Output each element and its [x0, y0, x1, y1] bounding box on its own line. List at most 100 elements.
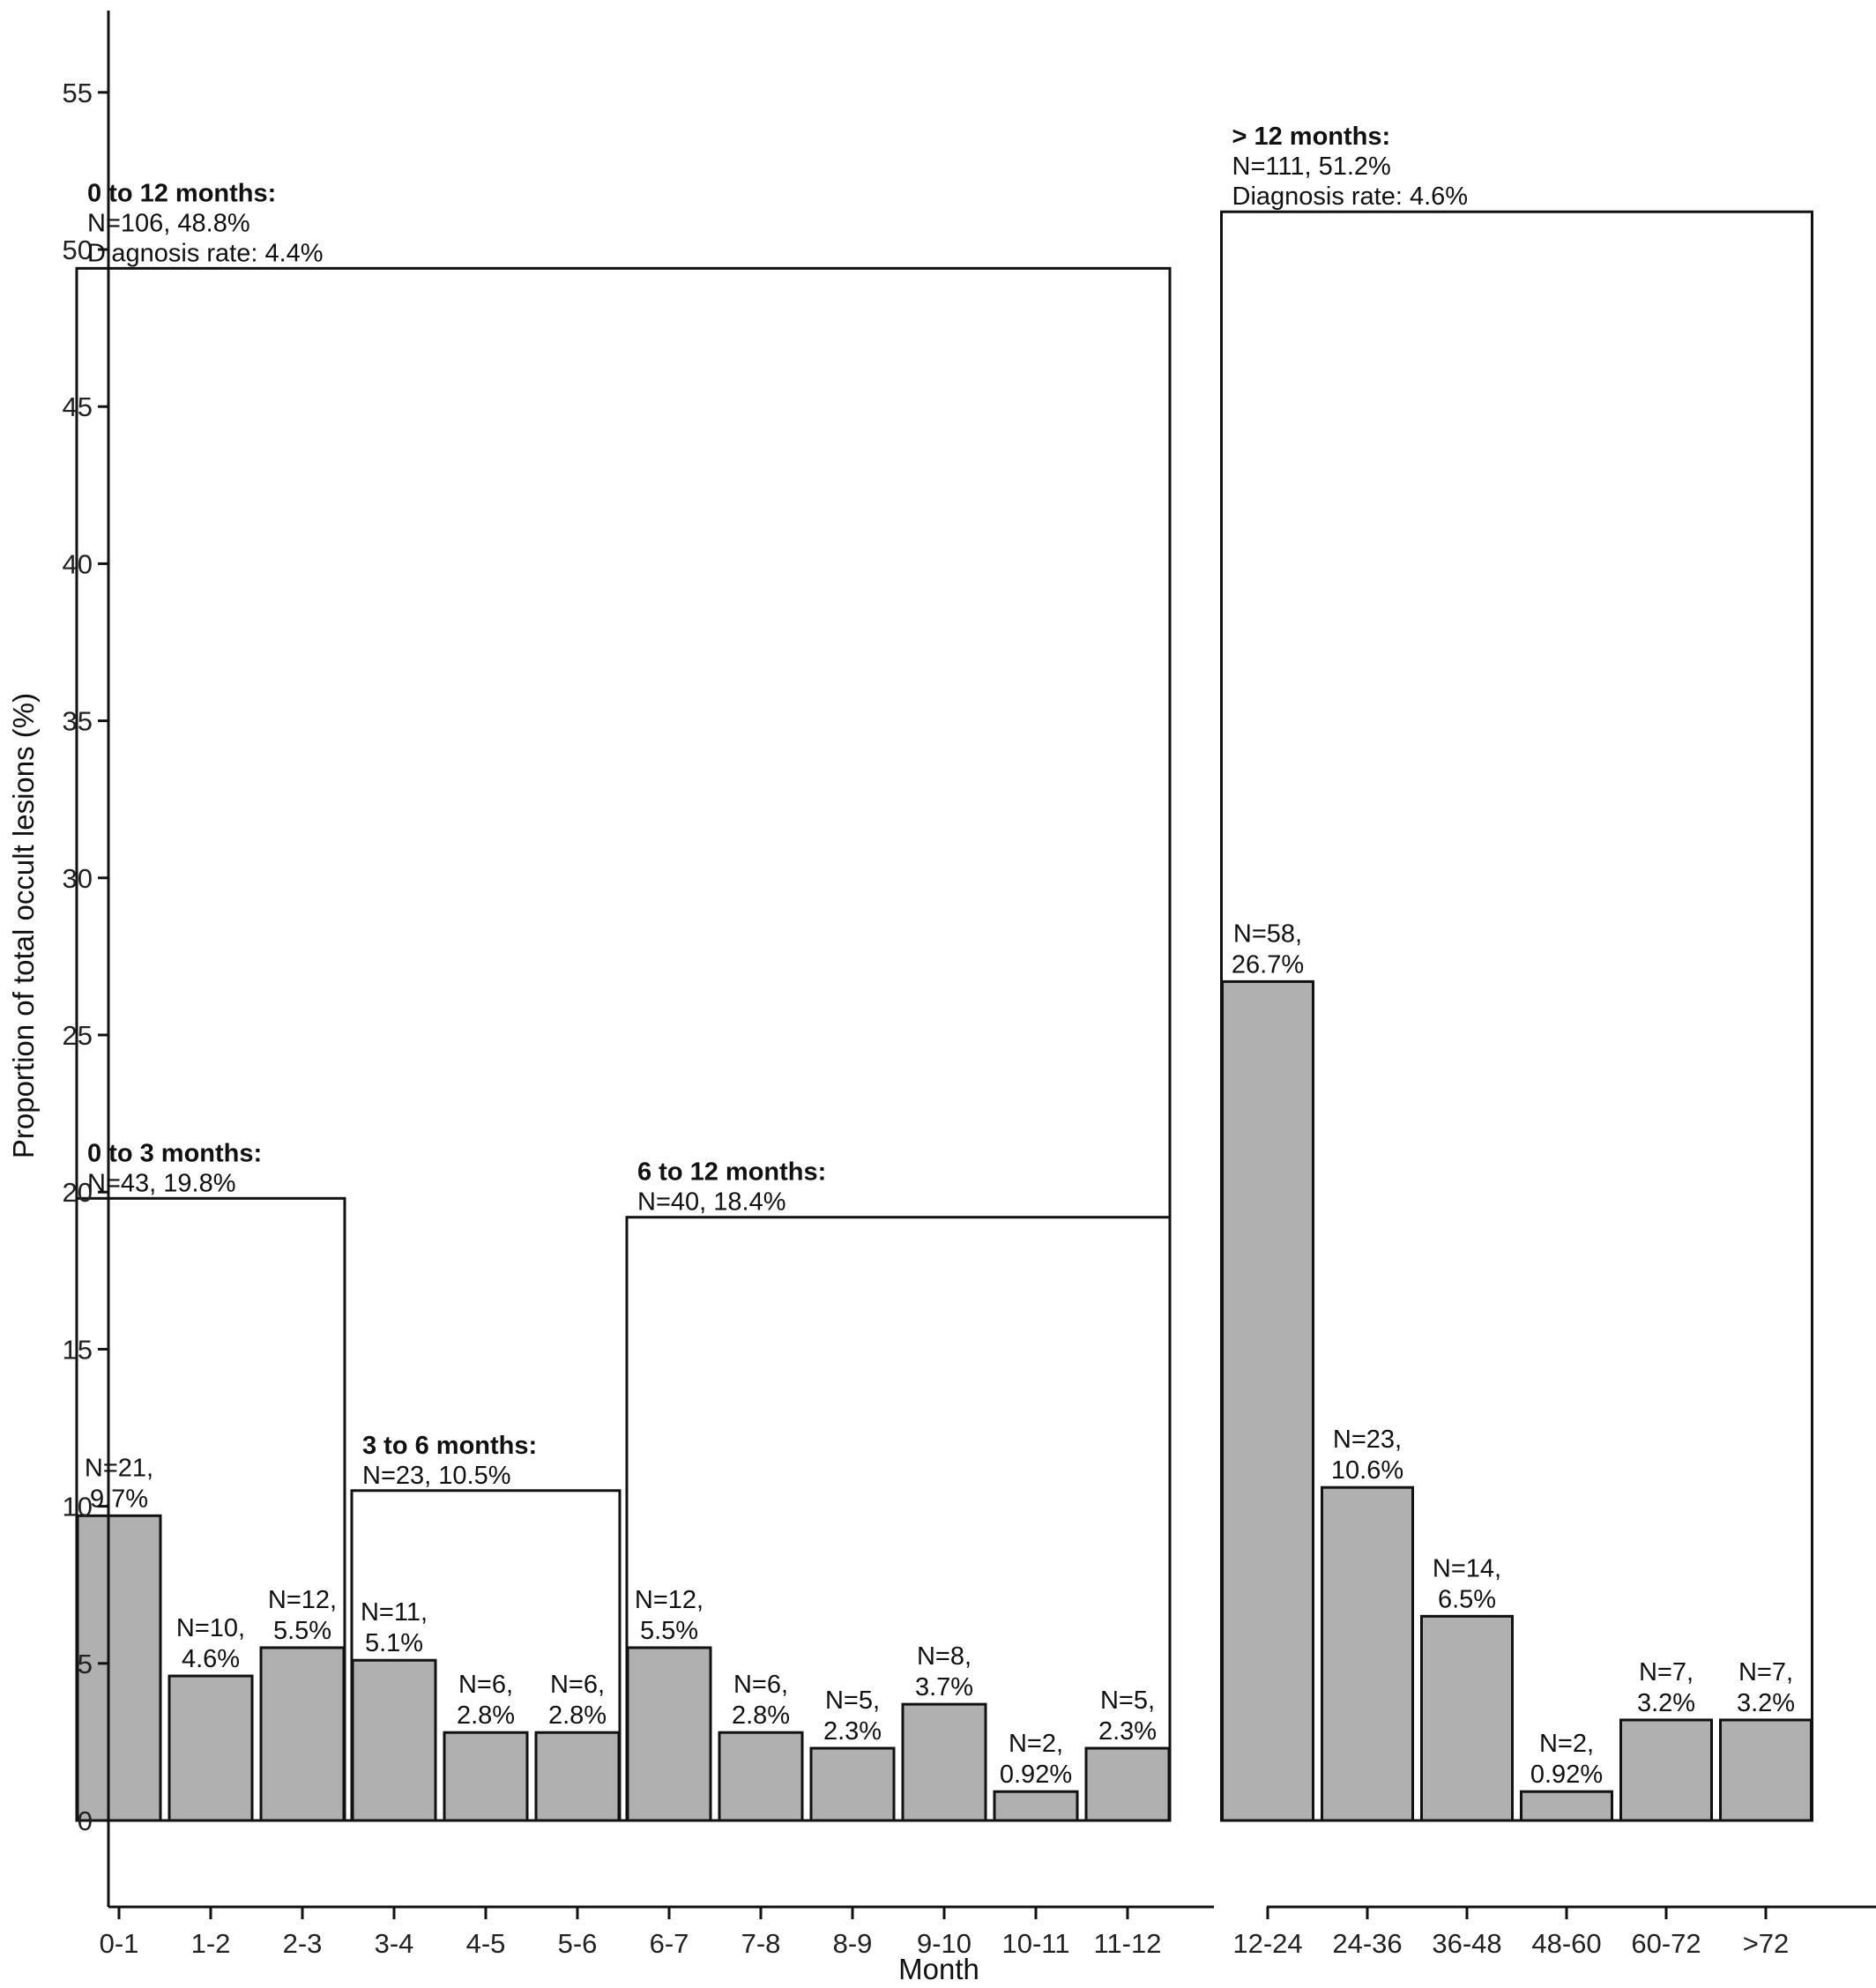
bar-label: N=11,	[361, 1598, 428, 1627]
bar-label: N=21,	[85, 1454, 153, 1482]
x-tick-label: 3-4	[375, 1928, 414, 1959]
x-tick-label: 4-5	[466, 1928, 506, 1959]
group-summary-line: Diagnosis rate: 4.4%	[87, 239, 324, 267]
x-axis-title: Month	[898, 1953, 979, 1985]
bar	[809, 1746, 896, 1822]
bar	[1520, 1790, 1613, 1822]
bar-label: 9.7%	[90, 1485, 148, 1513]
y-tick-label: 55	[63, 78, 93, 108]
bar-label: N=6,	[458, 1671, 513, 1699]
x-tick-label: >72	[1743, 1928, 1790, 1959]
x-tick-label: 12-24	[1232, 1928, 1302, 1959]
bar-label: 5.5%	[273, 1617, 331, 1645]
bar	[1321, 1485, 1414, 1822]
bar-label: N=6,	[733, 1671, 788, 1699]
bar	[1619, 1718, 1713, 1822]
bar	[168, 1674, 254, 1822]
x-tick-label: 24-36	[1332, 1928, 1402, 1959]
bar-label: 2.8%	[732, 1701, 790, 1730]
bar	[259, 1646, 346, 1822]
bar-label: N=5,	[1100, 1686, 1155, 1715]
group-summary-line: N=40, 18.4%	[637, 1188, 785, 1217]
group-summary-line: N=23, 10.5%	[362, 1462, 510, 1490]
y-tick-label: 45	[63, 391, 93, 422]
group-title: 0 to 3 months:	[87, 1139, 262, 1167]
axes	[98, 11, 1876, 1919]
group-summary-line: N=106, 48.8%	[87, 209, 250, 237]
x-tick-label: 8-9	[833, 1928, 873, 1959]
bar	[351, 1658, 437, 1822]
bar	[1420, 1614, 1514, 1822]
bar-label: N=58,	[1233, 920, 1302, 948]
bar-label: N=23,	[1333, 1426, 1402, 1454]
group-summary-line: N=111, 51.2%	[1232, 153, 1391, 181]
y-tick-label: 50	[63, 235, 93, 265]
x-tick-label: 11-12	[1094, 1928, 1162, 1959]
bar-label: 0.92%	[1000, 1761, 1072, 1789]
bar-label: 2.3%	[1098, 1717, 1157, 1746]
y-tick-label: 15	[63, 1334, 93, 1365]
bar	[901, 1702, 987, 1822]
bar-label: N=8,	[917, 1642, 972, 1671]
x-tick-label: 0-1	[100, 1928, 139, 1959]
group-box	[75, 266, 1172, 1822]
bar-label: 6.5%	[1438, 1585, 1496, 1613]
bar	[534, 1731, 621, 1822]
group-title: > 12 months:	[1232, 123, 1391, 151]
x-tick-label: 2-3	[283, 1928, 323, 1959]
bar	[993, 1790, 1079, 1822]
group-boxes	[75, 210, 1813, 1822]
y-tick-label: 40	[63, 548, 93, 579]
bar-label: 3.7%	[915, 1673, 973, 1701]
x-tick-label: 10-11	[1002, 1928, 1070, 1959]
bar-label: 3.2%	[1737, 1689, 1795, 1717]
x-tick-label: 6-7	[650, 1928, 689, 1959]
bar-label: N=14,	[1433, 1554, 1501, 1582]
bar-label: N=2,	[1539, 1730, 1594, 1758]
bar-label: N=6,	[550, 1671, 605, 1699]
x-tick-label: 36-48	[1432, 1928, 1501, 1959]
y-tick-label: 0	[78, 1806, 93, 1836]
bar-label: N=2,	[1009, 1730, 1063, 1758]
bar	[443, 1731, 529, 1822]
bar-label: N=7,	[1738, 1658, 1793, 1686]
bar-label: 5.5%	[640, 1617, 698, 1645]
bar-label: N=12,	[635, 1586, 704, 1614]
x-tick-label: 9-10	[917, 1928, 972, 1959]
bar-label: 2.8%	[548, 1701, 607, 1730]
group-title: 6 to 12 months:	[637, 1158, 826, 1187]
y-tick-label: 10	[63, 1492, 93, 1523]
bar	[76, 1514, 162, 1822]
group-title: 3 to 6 months:	[362, 1432, 537, 1460]
x-tick-label: 5-6	[558, 1928, 598, 1959]
bar	[1719, 1718, 1813, 1822]
y-tick-label: 35	[63, 706, 93, 737]
bar-label: 26.7%	[1232, 950, 1304, 979]
group-title: 0 to 12 months:	[87, 179, 276, 207]
x-tick-label: 48-60	[1531, 1928, 1601, 1959]
bar-label: 4.6%	[182, 1645, 240, 1673]
bar-label: 5.1%	[365, 1629, 423, 1657]
bar-label: 0.92%	[1530, 1761, 1603, 1789]
bars	[76, 979, 1813, 1822]
bar-label: 3.2%	[1637, 1689, 1695, 1717]
y-axis-title: Proportion of total occult lesions (%)	[7, 693, 40, 1158]
x-tick-label: 7-8	[741, 1928, 781, 1959]
bar-label: N=10,	[176, 1614, 245, 1642]
bar	[1221, 979, 1314, 1822]
x-tick-label: 60-72	[1631, 1928, 1701, 1959]
bar	[718, 1731, 804, 1822]
bar-label: 2.8%	[457, 1701, 515, 1730]
y-tick-label: 20	[63, 1177, 93, 1208]
bar-label: 2.3%	[823, 1717, 882, 1746]
group-summary-line: N=43, 19.8%	[87, 1169, 235, 1197]
bar	[1084, 1746, 1171, 1822]
bar-label: N=12,	[268, 1586, 337, 1614]
bar-label: 10.6%	[1331, 1456, 1403, 1485]
x-tick-label: 1-2	[191, 1928, 231, 1959]
bar-label: N=5,	[825, 1686, 880, 1715]
y-tick-label: 5	[78, 1649, 93, 1679]
bar	[626, 1646, 712, 1822]
